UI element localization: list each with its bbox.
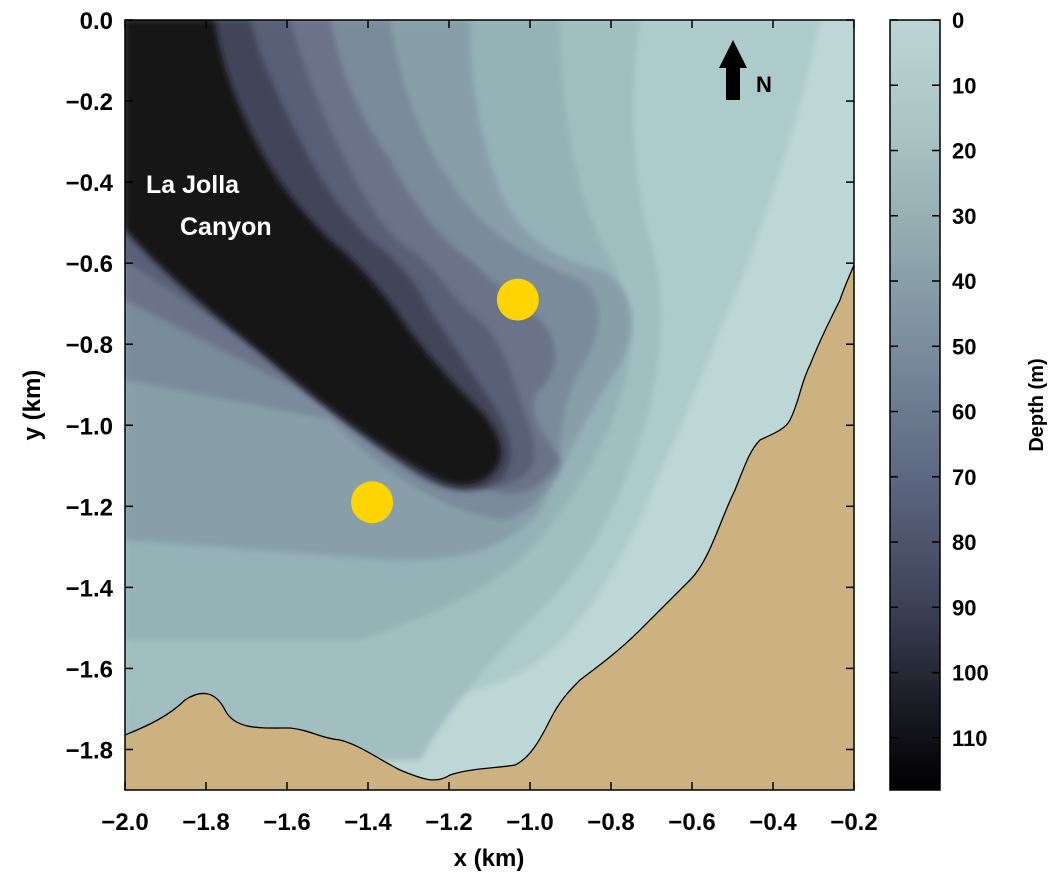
colorbar-ticks: 0 10 20 30 40 50 60 70 80 90 100 110 (890, 8, 989, 751)
y-tick-label: −1.0 (66, 413, 113, 440)
y-axis: 0.0 −0.2 −0.4 −0.6 −0.8 −1.0 −1.2 −1.4 −1.6 −1.8 (66, 8, 854, 764)
colorbar-tick-label: 40 (952, 269, 976, 294)
north-arrow-icon (719, 40, 747, 100)
site-marker-1 (496, 278, 539, 321)
y-tick-label: −0.6 (66, 251, 113, 278)
site-markers (351, 278, 539, 524)
x-tick-label: −1.6 (263, 809, 310, 836)
x-tick-label: −1.8 (182, 809, 229, 836)
x-tick-label: −1.2 (425, 809, 472, 836)
x-tick-label: −0.4 (749, 809, 797, 836)
y-tick-label: −1.6 (66, 656, 113, 683)
colorbar-tick-label: 0 (952, 8, 964, 33)
x-tick-label: −0.2 (830, 809, 877, 836)
colorbar-tick-label: 10 (952, 73, 976, 98)
north-label: N (756, 72, 772, 97)
map-panel: La Jolla Canyon N (125, 20, 854, 790)
canyon-label-line-1: La Jolla (146, 171, 240, 199)
canyon-label-line-2: Canyon (180, 213, 272, 241)
colorbar-tick-label: 70 (952, 465, 976, 490)
colorbar: 0 10 20 30 40 50 60 70 80 90 100 110 Depth (m) (889, 8, 1048, 791)
x-tick-label: −1.0 (506, 809, 553, 836)
colorbar-frame (889, 19, 941, 791)
y-tick-label: −0.2 (66, 89, 113, 116)
x-tick-label: −0.8 (587, 809, 634, 836)
y-tick-label: −1.4 (66, 575, 114, 602)
x-tick-label: −0.6 (668, 809, 715, 836)
x-tick-label: −2.0 (101, 809, 148, 836)
plot-frame (124, 19, 855, 791)
colorbar-tick-label: 50 (952, 334, 976, 359)
x-axis: −2.0 −1.8 −1.6 −1.4 −1.2 −1.0 −0.8 −0.6 −0.4 −0.2 (101, 20, 878, 836)
y-tick-label: 0.0 (80, 8, 113, 35)
y-tick-label: −0.4 (66, 170, 114, 197)
colorbar-label: Depth (m) (1026, 358, 1048, 451)
colorbar-tick-label: 20 (952, 139, 976, 164)
coastline (125, 264, 854, 781)
x-axis-label: x (km) (454, 845, 525, 872)
colorbar-tick-label: 60 (952, 400, 976, 425)
y-axis-label: y (km) (19, 370, 46, 441)
y-tick-label: −0.8 (66, 332, 113, 359)
x-tick-label: −1.4 (344, 809, 392, 836)
colorbar-tick-label: 80 (952, 530, 976, 555)
colorbar-tick-label: 100 (952, 661, 989, 686)
y-tick-label: −1.2 (66, 494, 113, 521)
canyon-core (125, 20, 501, 485)
colorbar-tick-label: 110 (952, 726, 988, 751)
colorbar-tick-label: 90 (952, 595, 976, 620)
y-tick-label: −1.8 (66, 737, 113, 764)
colorbar-tick-label: 30 (952, 204, 976, 229)
land-area (125, 265, 854, 790)
colorbar-gradient (890, 20, 940, 790)
site-marker-2 (351, 481, 394, 524)
